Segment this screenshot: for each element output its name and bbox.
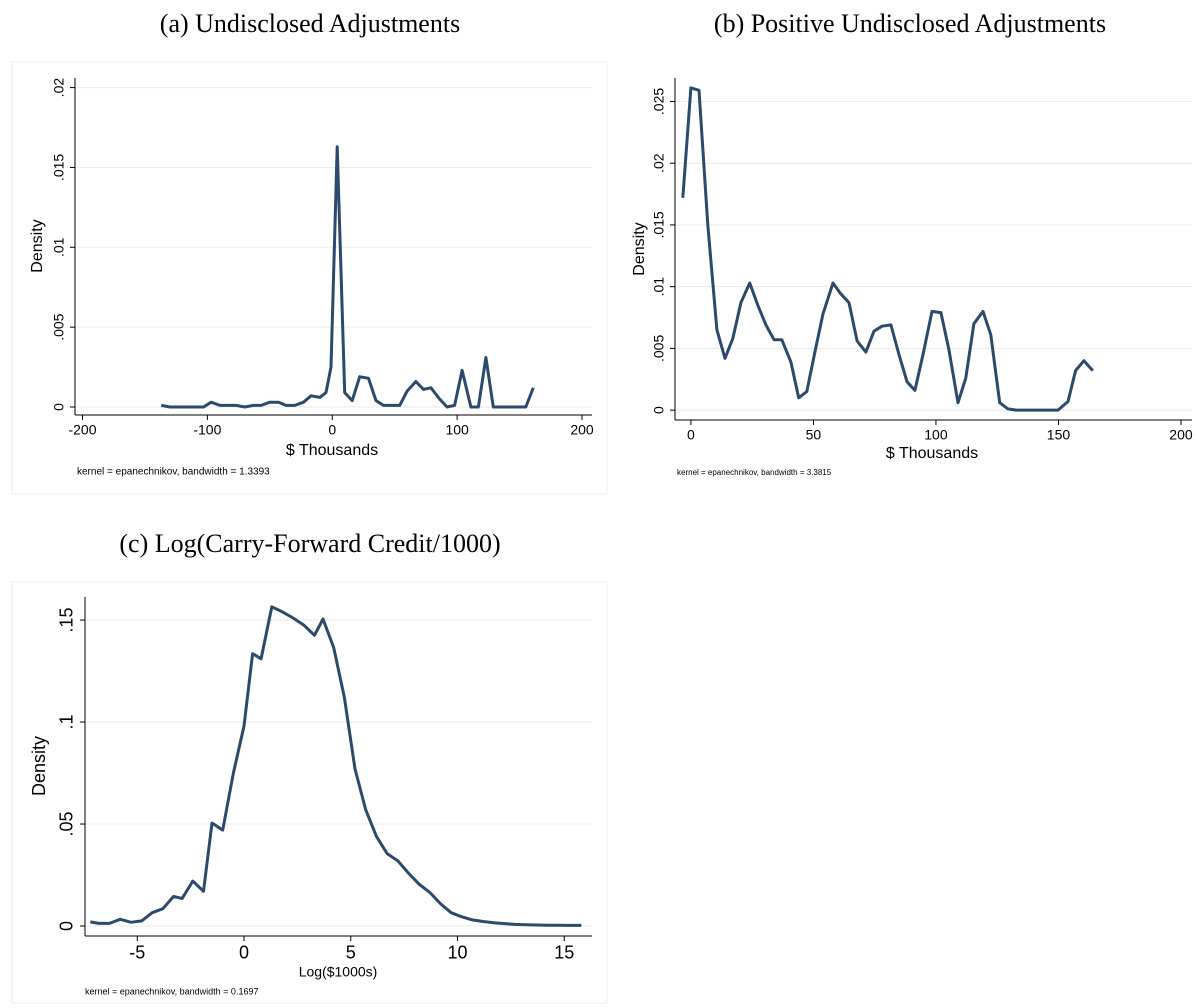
x-tick-label: 100 bbox=[924, 426, 948, 442]
x-tick-label: 0 bbox=[328, 421, 336, 437]
x-axis-label: Log($1000s) bbox=[299, 964, 378, 980]
x-tick-label: 200 bbox=[1169, 426, 1193, 442]
x-tick-label: 5 bbox=[346, 943, 356, 963]
y-axis-label: Density bbox=[631, 222, 648, 275]
x-tick-label: -100 bbox=[193, 421, 221, 437]
chart-title: (a) Undisclosed Adjustments bbox=[160, 9, 460, 38]
y-tick-label: .02 bbox=[51, 78, 67, 98]
x-tick-label: 0 bbox=[239, 943, 249, 963]
y-tick-label: 0 bbox=[57, 921, 77, 931]
y-tick-label: .05 bbox=[57, 812, 77, 837]
x-axis-label: $ Thousands bbox=[286, 442, 378, 459]
x-tick-label: 0 bbox=[687, 426, 695, 442]
x-tick-label: -200 bbox=[68, 421, 96, 437]
panel-frame bbox=[11, 581, 608, 1004]
x-tick-label: 150 bbox=[1047, 426, 1071, 442]
x-tick-label: 100 bbox=[445, 421, 469, 437]
y-tick-label: .015 bbox=[651, 211, 667, 238]
y-tick-label: 0 bbox=[51, 403, 67, 411]
y-tick-label: .02 bbox=[651, 153, 667, 173]
y-tick-label: .01 bbox=[651, 277, 667, 297]
kernel-note: kernel = epanechnikov, bandwidth = 3.381… bbox=[677, 468, 832, 477]
density-line bbox=[90, 605, 582, 927]
y-tick-label: .015 bbox=[51, 154, 67, 181]
chart-title: (c) Log(Carry-Forward Credit/1000) bbox=[119, 529, 500, 558]
y-axis-label: Density bbox=[29, 736, 49, 796]
y-tick-label: 0 bbox=[651, 406, 667, 414]
x-tick-label: 10 bbox=[447, 943, 467, 963]
kernel-note: kernel = epanechnikov, bandwidth = 0.169… bbox=[85, 986, 258, 996]
density-line bbox=[160, 145, 535, 409]
y-tick-label: .1 bbox=[57, 715, 77, 730]
panel-frame bbox=[11, 61, 608, 495]
y-tick-label: .01 bbox=[51, 237, 67, 257]
y-tick-label: .025 bbox=[651, 88, 667, 115]
y-tick-label: .005 bbox=[651, 335, 667, 362]
x-axis-label: $ Thousands bbox=[886, 445, 978, 462]
y-axis-label: Density bbox=[29, 219, 46, 272]
x-tick-label: 200 bbox=[570, 421, 594, 437]
x-tick-label: 15 bbox=[554, 943, 574, 963]
x-tick-label: 50 bbox=[806, 426, 822, 442]
density-line bbox=[681, 86, 1094, 412]
x-tick-label: -5 bbox=[129, 943, 145, 963]
kernel-note: kernel = epanechnikov, bandwidth = 1.339… bbox=[77, 467, 270, 478]
y-tick-label: .005 bbox=[51, 313, 67, 340]
y-tick-label: .15 bbox=[57, 608, 77, 633]
chart-title: (b) Positive Undisclosed Adjustments bbox=[714, 9, 1106, 38]
